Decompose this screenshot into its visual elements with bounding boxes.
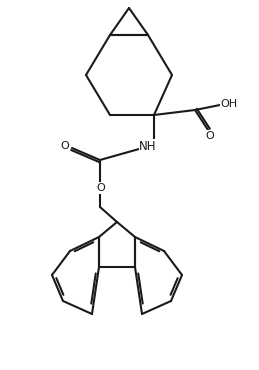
Text: O: O xyxy=(61,141,69,151)
Text: O: O xyxy=(97,183,105,193)
Text: OH: OH xyxy=(220,99,238,109)
Text: O: O xyxy=(206,131,214,141)
Text: NH: NH xyxy=(139,139,157,152)
